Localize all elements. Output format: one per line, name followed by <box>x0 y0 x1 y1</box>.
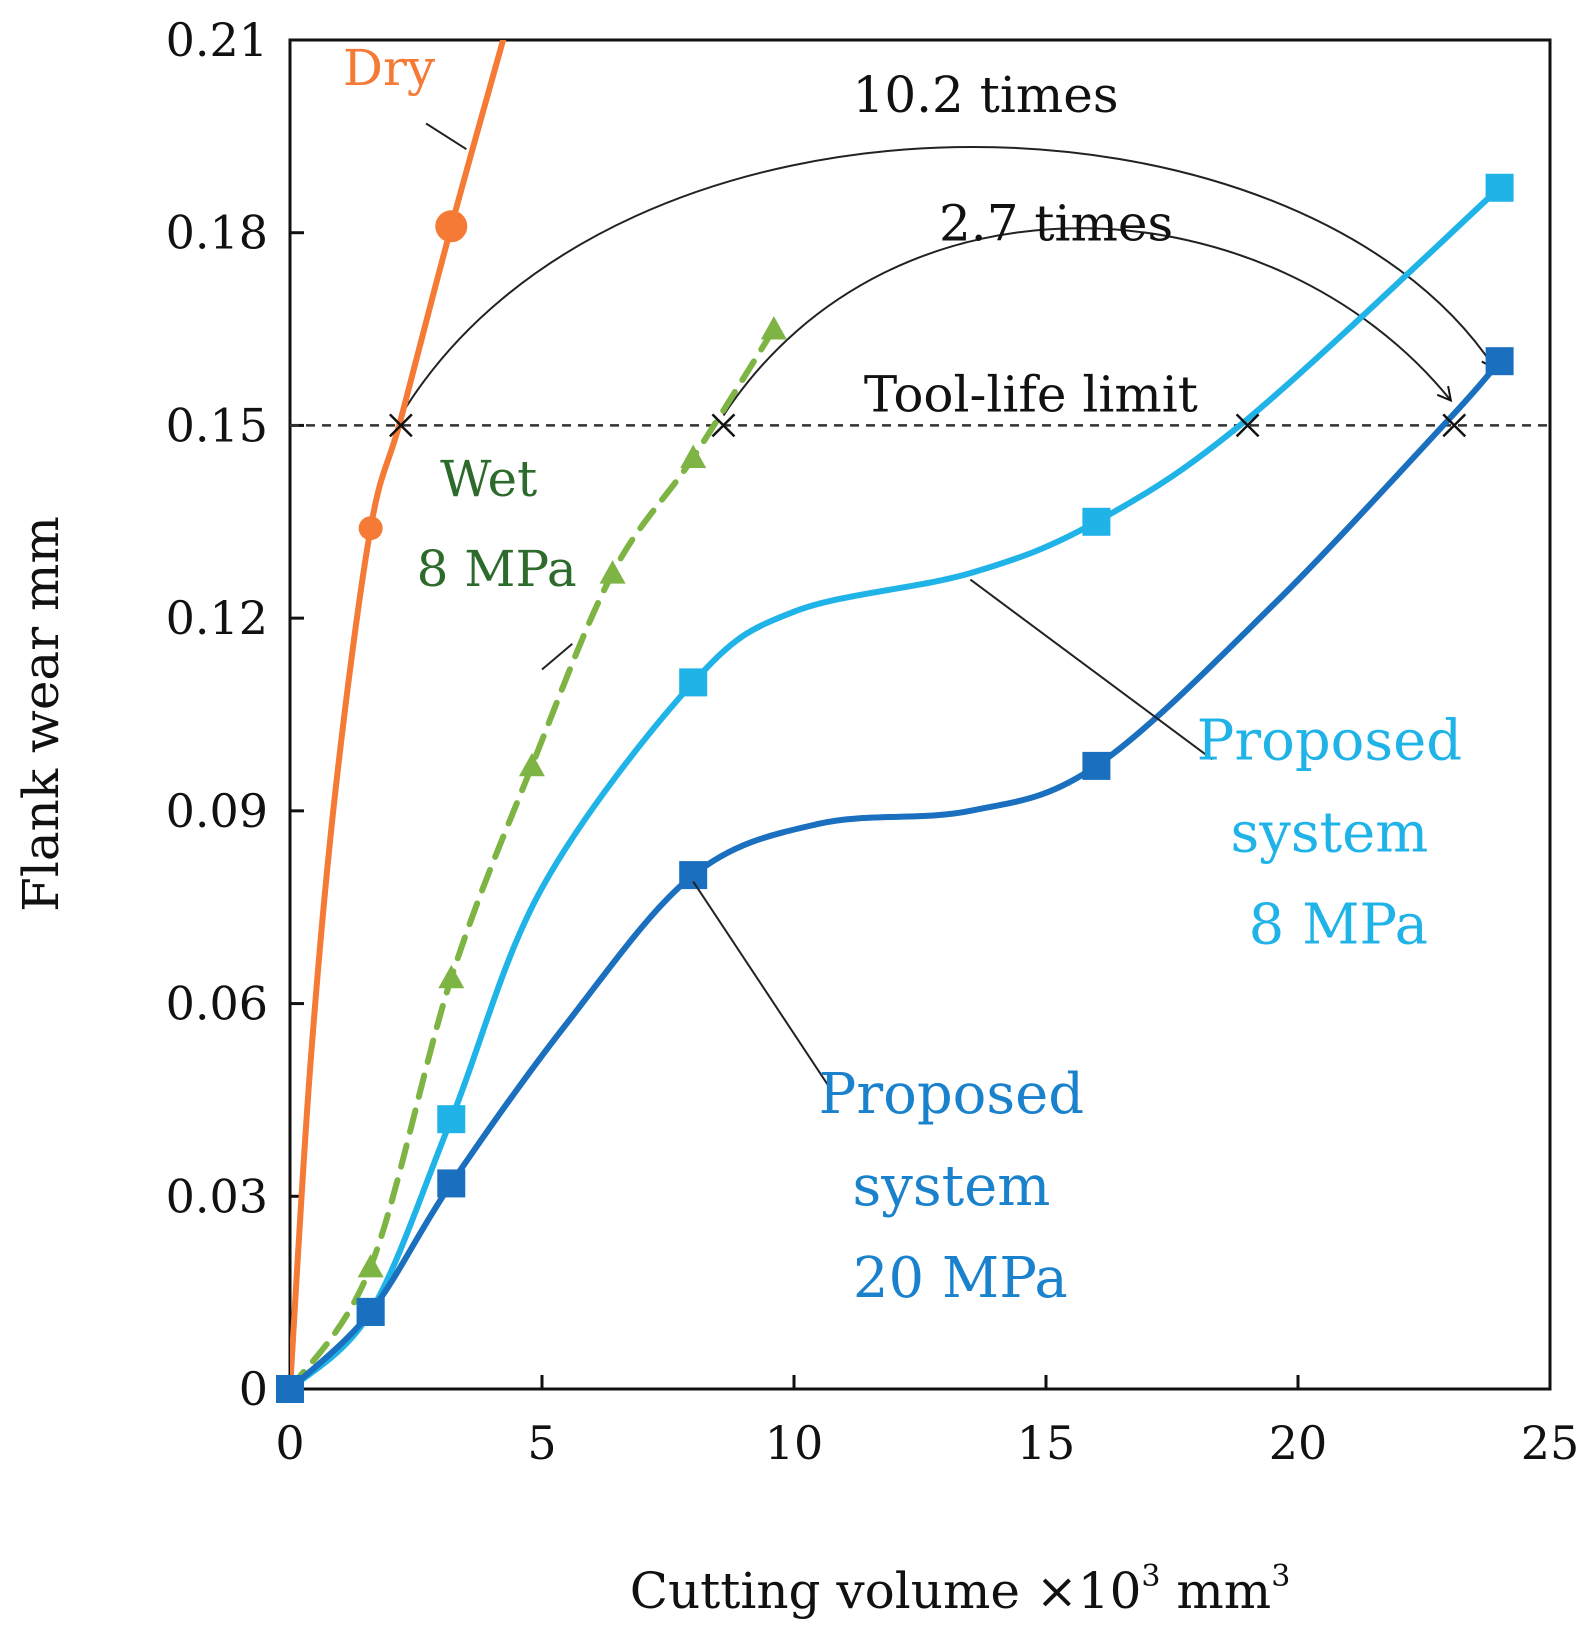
data-point <box>518 752 545 777</box>
y-tick-label: 0.06 <box>166 977 268 1031</box>
limit-crossing-mark <box>711 413 736 438</box>
annotation-10-2-times: 10.2 times <box>853 66 1119 124</box>
y-tick-label: 0.21 <box>166 13 268 67</box>
data-point <box>356 1297 385 1326</box>
annotation-2-7-times: 2.7 times <box>939 195 1173 253</box>
data-point <box>760 316 787 340</box>
series-wet-8-mpa <box>277 316 787 1400</box>
data-point <box>680 444 707 468</box>
cross-stroke <box>388 413 413 438</box>
data-point <box>1485 347 1514 376</box>
data-point <box>358 516 383 541</box>
data-point <box>1485 173 1514 202</box>
limit-crossing-mark <box>388 413 413 438</box>
plot-frame <box>288 38 1552 1391</box>
series-line-proposed-system-20-mpa <box>290 358 1503 1389</box>
data-point <box>438 964 465 989</box>
cross-stroke <box>1442 413 1467 438</box>
limit-crossing-mark <box>1442 413 1467 438</box>
y-axis-title: Flank wear mm <box>12 516 70 912</box>
data-point <box>437 1169 466 1198</box>
series-label-proposed-20mpa: Proposed system 20 MPa <box>819 1062 1102 1311</box>
y-tick-label: 0.12 <box>166 591 268 645</box>
y-tick-label: 0.09 <box>166 784 268 838</box>
tool-life-limit-label: Tool-life limit <box>864 365 1198 423</box>
x-tick-label: 20 <box>1269 1416 1328 1470</box>
leader-line <box>692 880 831 1088</box>
x-tick-label: 5 <box>527 1416 556 1470</box>
y-tick-label: 0 <box>239 1362 268 1416</box>
series-label-dry: Dry <box>343 39 436 97</box>
x-axis-title: Cutting volume ×103 mm3 <box>630 1559 1291 1620</box>
series-proposed-system-20-mpa <box>276 347 1514 1403</box>
leader-line <box>541 643 573 671</box>
series-label-proposed-8mpa: Proposed system 8 MPa <box>1197 708 1480 957</box>
cross-stroke <box>1235 413 1260 438</box>
x-tick-label: 0 <box>275 1416 304 1470</box>
cross-stroke <box>711 413 736 438</box>
data-point <box>1082 507 1111 536</box>
arc-10-2-times <box>400 145 1494 416</box>
leader-line <box>425 122 467 151</box>
data-point <box>1082 751 1111 780</box>
series-layer <box>276 40 1514 1403</box>
x-tick-label: 15 <box>1017 1416 1076 1470</box>
data-point <box>679 861 708 890</box>
label-leader-lines <box>425 122 1213 1088</box>
data-point <box>276 1375 304 1403</box>
data-point <box>437 1105 466 1134</box>
axis-tick-labels: 0 0.03 0.06 0.09 0.12 0.15 0.18 0.21 0 5 10 15 20 25 <box>166 13 1580 1470</box>
y-tick-label: 0.03 <box>166 1169 268 1223</box>
leader-line <box>969 578 1213 761</box>
y-tick-label: 0.18 <box>166 206 268 260</box>
series-label-wet: Wet 8 MPa <box>417 450 577 598</box>
data-point <box>357 1253 384 1278</box>
y-tick-label: 0.15 <box>166 398 268 452</box>
data-point <box>679 668 708 697</box>
x-tick-label: 10 <box>765 1416 824 1470</box>
data-point <box>435 210 468 243</box>
limit-crossing-marks <box>388 413 1467 438</box>
series-line-proposed-system-8-mpa <box>290 184 1503 1389</box>
data-point <box>599 560 626 584</box>
limit-crossing-mark <box>1235 413 1260 438</box>
x-tick-label: 25 <box>1521 1416 1580 1470</box>
